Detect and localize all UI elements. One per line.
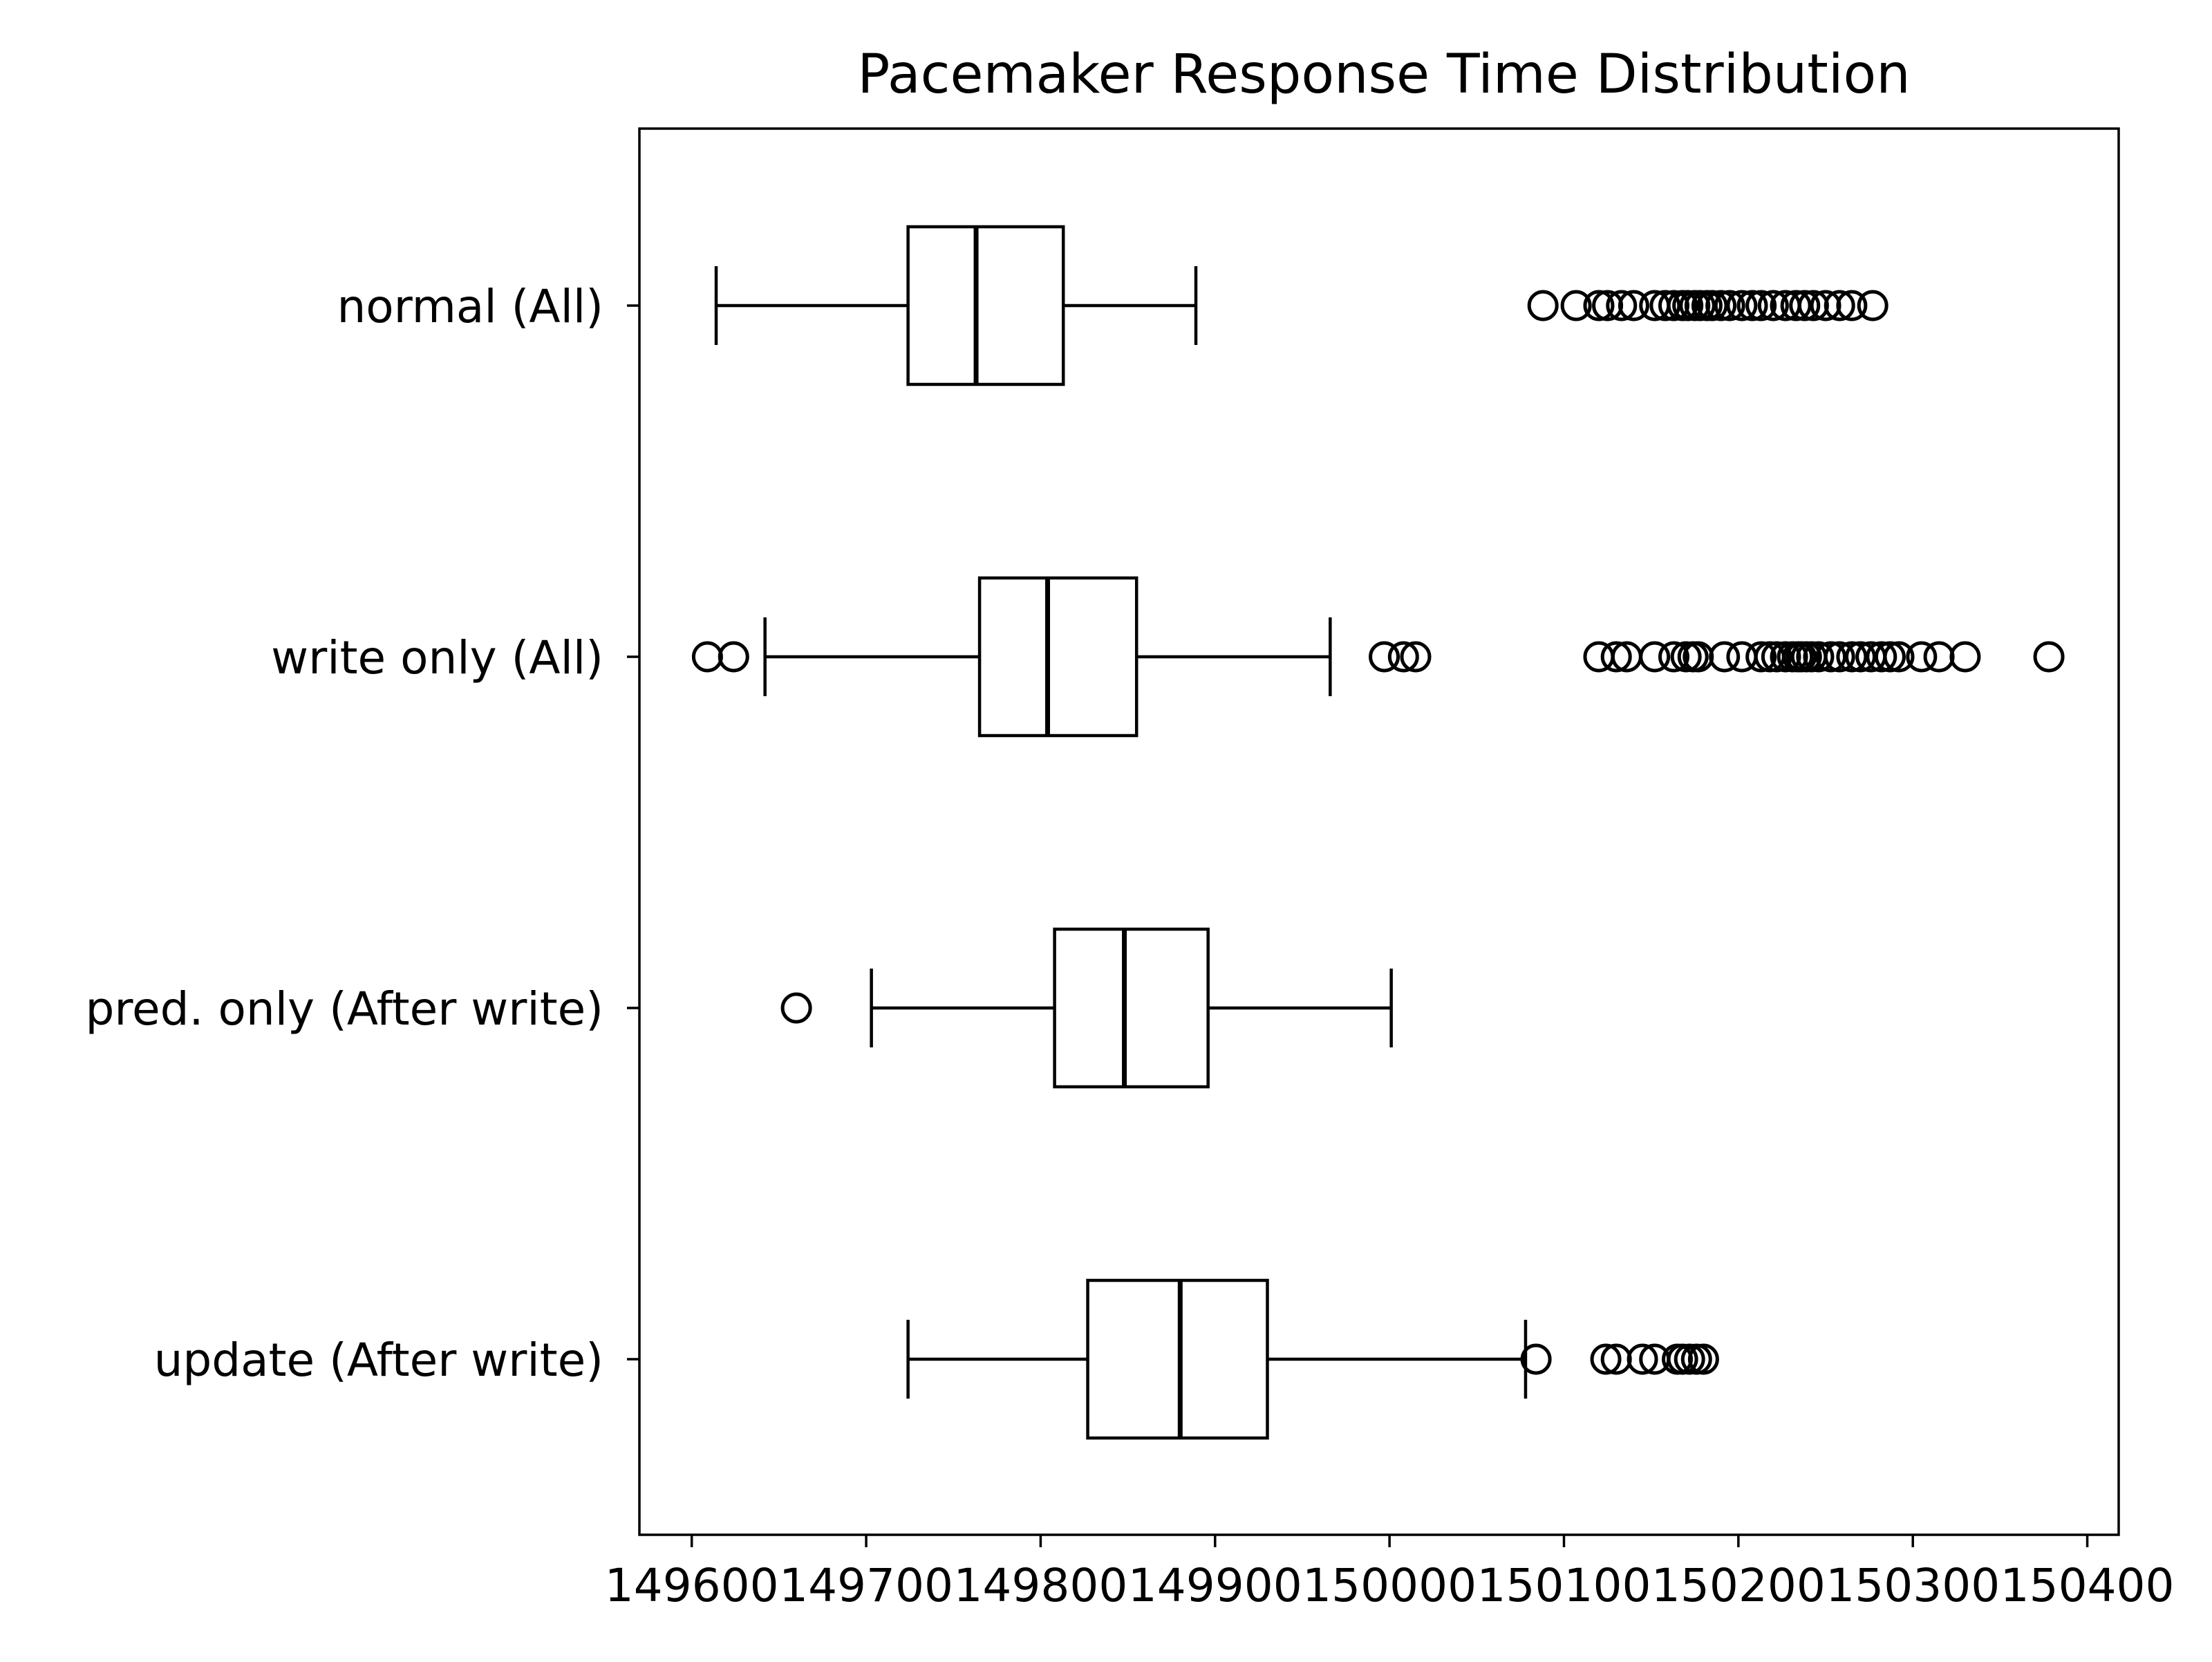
outlier-point: [1824, 641, 1855, 673]
outlier-point: [1387, 641, 1419, 673]
outlier-point: [1780, 290, 1812, 321]
outlier-point: [1883, 641, 1915, 673]
outlier-point: [1583, 290, 1615, 321]
outlier-point: [2033, 641, 2065, 673]
iqr-box: [906, 225, 1065, 386]
outlier-point: [1400, 641, 1432, 673]
outlier-point: [1709, 641, 1741, 673]
x-tick-label: 150300: [1826, 1559, 2000, 1612]
iqr-box: [1053, 927, 1210, 1089]
outlier-point: [1949, 641, 1981, 673]
outlier-point: [1520, 1343, 1552, 1375]
outlier-point: [1639, 641, 1671, 673]
outlier-point: [1857, 290, 1888, 321]
outlier-point: [1745, 641, 1777, 673]
iqr-box: [1086, 1278, 1269, 1440]
chart-title: Pacemaker Response Time Distribution: [857, 44, 1910, 106]
outlier-point: [1745, 290, 1777, 321]
outlier-point: [1845, 641, 1877, 673]
x-tick-label: 149800: [953, 1559, 1127, 1612]
outlier-point: [718, 641, 749, 673]
outlier-point: [1627, 1343, 1658, 1375]
outlier-point: [1803, 641, 1835, 673]
outlier-point: [1687, 1343, 1719, 1375]
plot-frame: [638, 127, 2120, 1536]
iqr-box: [977, 576, 1138, 738]
x-tick-label: 150000: [1302, 1559, 1477, 1612]
outlier-point: [1560, 290, 1592, 321]
outlier-point: [1874, 641, 1906, 673]
outlier-point: [1761, 641, 1792, 673]
x-tick-label: 149900: [1128, 1559, 1302, 1612]
outlier-point: [1824, 290, 1855, 321]
outlier-point: [1705, 290, 1737, 321]
outlier-point: [691, 641, 723, 673]
y-tick-label: write only (All): [271, 631, 603, 684]
outlier-point: [1815, 641, 1847, 673]
outlier-point: [1369, 641, 1400, 673]
outlier-point: [1527, 290, 1559, 321]
x-tick-label: 149700: [779, 1559, 953, 1612]
x-tick-label: 149600: [605, 1559, 779, 1612]
box-group: [780, 927, 1393, 1089]
outlier-point: [1757, 290, 1789, 321]
outlier-point: [1714, 290, 1745, 321]
outlier-point: [1906, 641, 1938, 673]
outlier-point: [1836, 290, 1868, 321]
box-group: [691, 576, 2065, 738]
outlier-point: [1600, 641, 1632, 673]
outlier-point: [1736, 290, 1768, 321]
outlier-point: [1866, 641, 1897, 673]
outlier-point: [1590, 1343, 1622, 1375]
box-group: [906, 1278, 1719, 1440]
x-tick-label: 150400: [2000, 1559, 2175, 1612]
outlier-point: [1618, 290, 1649, 321]
x-tick-label: 150100: [1477, 1559, 1651, 1612]
y-tick-label: update (After write): [154, 1334, 603, 1387]
y-tick-label: pred. only (After write): [85, 982, 603, 1036]
outlier-point: [1649, 290, 1681, 321]
outlier-point: [1836, 641, 1868, 673]
outlier-point: [1658, 641, 1689, 673]
box-group: [714, 225, 1888, 386]
outlier-point: [1923, 641, 1955, 673]
outlier-point: [1789, 290, 1821, 321]
outlier-point: [1606, 290, 1638, 321]
y-tick-label: normal (All): [337, 280, 603, 333]
outlier-point: [780, 992, 812, 1024]
outlier-point: [1696, 290, 1728, 321]
outlier-point: [1726, 290, 1758, 321]
x-tick-label: 150200: [1651, 1559, 1826, 1612]
